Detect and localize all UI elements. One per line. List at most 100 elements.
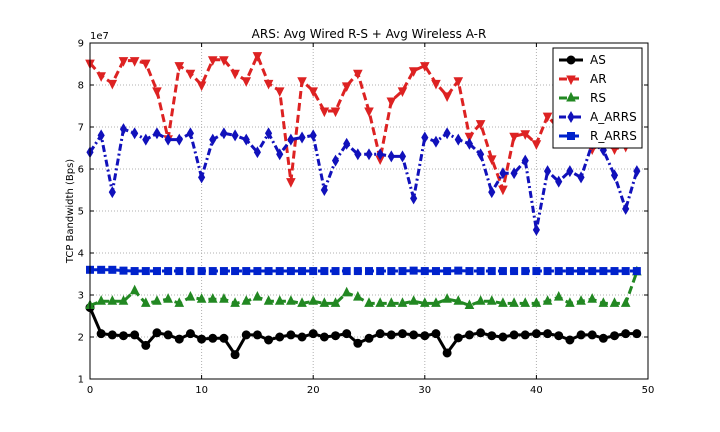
data-point	[331, 331, 341, 341]
data-point	[286, 267, 295, 276]
data-point	[419, 62, 430, 72]
data-point	[287, 133, 295, 146]
series-a-arrs	[86, 123, 641, 236]
data-point	[96, 329, 106, 339]
data-point	[386, 97, 397, 108]
data-point	[532, 223, 540, 236]
data-point	[242, 267, 251, 276]
data-point	[553, 290, 564, 301]
data-point	[587, 293, 598, 303]
x-tick-label: 20	[307, 385, 320, 396]
data-point	[342, 267, 351, 276]
data-point	[118, 57, 129, 67]
data-point	[610, 267, 619, 276]
legend-label: RS	[590, 91, 606, 105]
data-point	[364, 107, 374, 118]
data-point	[129, 57, 140, 67]
data-point	[241, 295, 252, 305]
data-point	[420, 331, 430, 341]
data-point	[230, 297, 240, 307]
data-point	[175, 267, 184, 276]
data-point	[566, 165, 574, 178]
data-point	[531, 297, 542, 307]
data-point	[264, 127, 273, 140]
data-point	[242, 133, 250, 146]
data-point	[209, 133, 217, 146]
data-point	[97, 265, 106, 274]
data-point	[431, 79, 441, 90]
data-point	[621, 267, 630, 276]
data-point	[610, 169, 619, 182]
data-point	[521, 267, 530, 276]
data-point	[431, 297, 441, 307]
data-point	[509, 132, 519, 143]
data-point	[309, 267, 318, 276]
data-point	[231, 129, 239, 142]
data-point	[118, 295, 129, 305]
data-point	[476, 267, 485, 276]
data-point	[298, 267, 307, 276]
data-point	[599, 267, 608, 276]
data-point	[576, 295, 586, 305]
data-point	[565, 335, 575, 345]
data-point	[498, 332, 508, 342]
data-point	[119, 123, 128, 136]
data-point	[153, 127, 161, 140]
data-point	[286, 178, 296, 188]
data-point	[297, 297, 307, 307]
data-point	[164, 267, 173, 276]
plot-frame	[89, 42, 649, 380]
y-axis-offset-label: 1e7	[90, 31, 109, 42]
legend-marker	[567, 132, 575, 140]
data-point	[442, 293, 452, 303]
data-point	[520, 330, 530, 340]
data-point	[130, 330, 140, 340]
data-point	[542, 112, 553, 123]
data-point	[186, 127, 195, 140]
data-point	[107, 330, 117, 340]
data-point	[376, 267, 385, 276]
legend-label: AS	[590, 53, 606, 67]
data-point	[488, 186, 496, 199]
data-point	[196, 81, 207, 92]
data-point	[408, 295, 419, 305]
data-point	[298, 131, 306, 144]
data-point	[163, 330, 173, 340]
x-tick-label: 0	[87, 385, 93, 396]
data-point	[297, 77, 307, 87]
data-point	[196, 293, 207, 303]
data-point	[341, 82, 352, 92]
data-point	[520, 297, 531, 307]
data-point	[465, 267, 474, 276]
data-point	[632, 329, 642, 339]
data-point	[464, 330, 474, 340]
data-point	[253, 267, 262, 276]
data-point	[419, 297, 430, 307]
data-point	[620, 297, 631, 307]
data-point	[432, 135, 440, 148]
data-point	[96, 295, 106, 305]
y-tick-label: 9	[78, 39, 84, 50]
data-point	[308, 87, 319, 97]
data-point	[498, 297, 508, 307]
data-point	[542, 295, 553, 305]
data-point	[253, 146, 261, 159]
data-point	[252, 290, 263, 301]
data-point	[252, 330, 262, 340]
data-point	[164, 133, 172, 146]
data-point	[198, 171, 206, 184]
data-point	[319, 107, 330, 118]
legend-marker	[566, 91, 576, 102]
data-point	[454, 133, 462, 146]
data-point	[577, 267, 586, 276]
data-point	[365, 148, 373, 161]
data-point	[409, 266, 418, 275]
data-point	[475, 120, 486, 130]
data-point	[521, 154, 529, 167]
data-point	[175, 133, 183, 146]
data-point	[119, 266, 128, 275]
data-point	[108, 265, 117, 274]
data-point	[509, 330, 519, 340]
data-point	[386, 330, 396, 340]
data-point	[197, 334, 207, 344]
